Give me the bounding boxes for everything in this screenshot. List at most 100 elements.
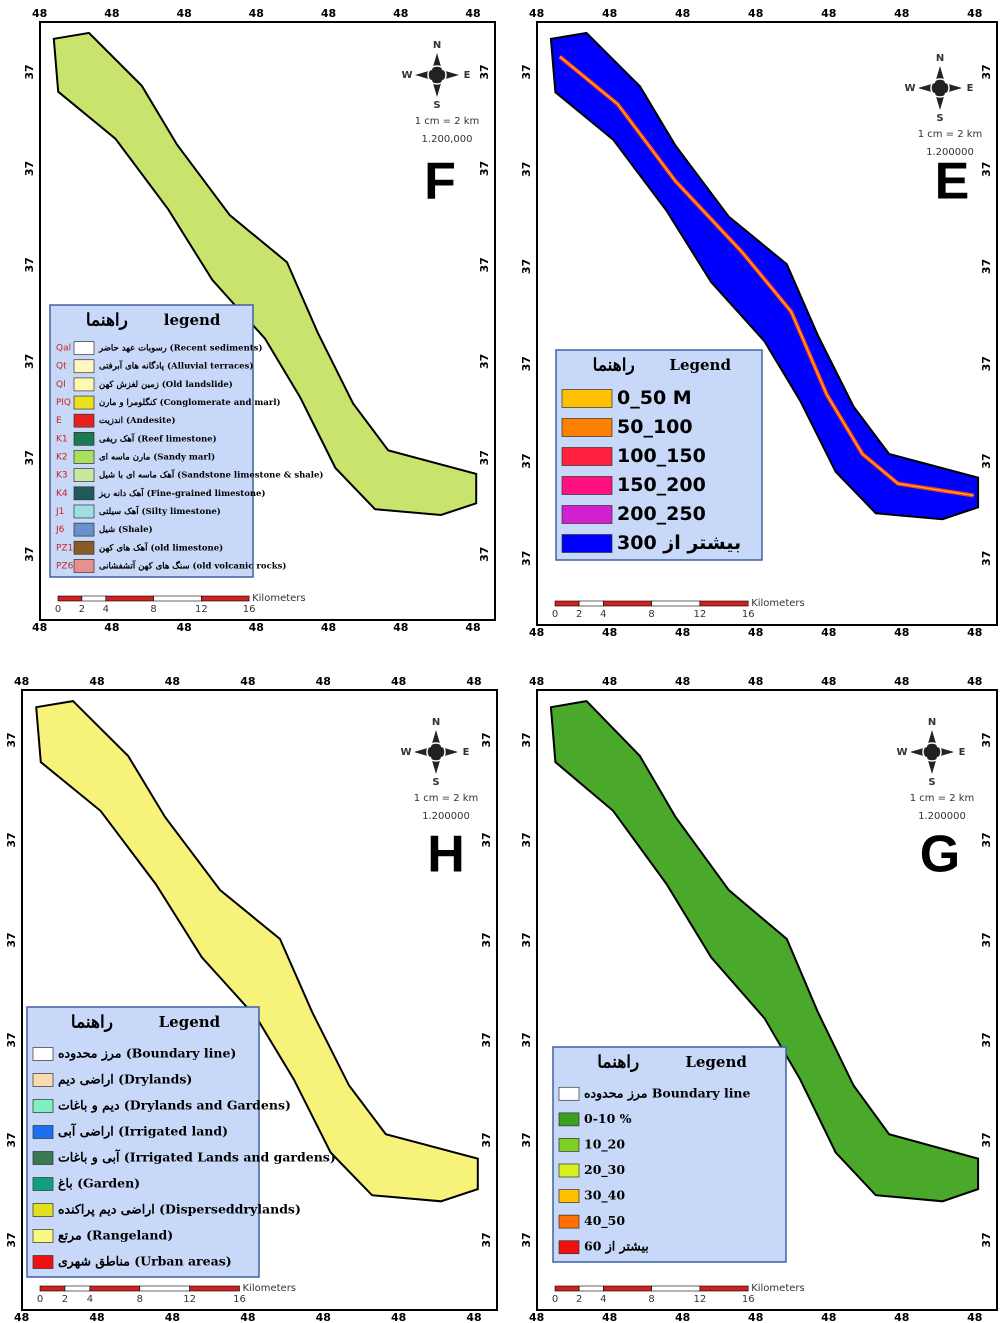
legend-label: آهک ریفی (Reef limestone): [99, 432, 217, 444]
legend-label: شیل (Shale): [99, 524, 153, 535]
legend-label: مرتع (Rangeland): [58, 1228, 173, 1244]
lon-label: 48: [529, 1311, 544, 1323]
lat-label: 37: [5, 1132, 18, 1147]
scale-ratio: 1.200000: [926, 147, 974, 158]
lon-label: 48: [89, 675, 104, 688]
legend-title-en: Legend: [669, 356, 731, 374]
lon-label: 48: [240, 1311, 255, 1323]
lon-label: 48: [321, 621, 336, 634]
scale-tick-label: 4: [103, 604, 109, 615]
legend-title-en: legend: [164, 311, 221, 329]
legend-label: رسوبات عهد حاضر (Recent sediments): [98, 343, 263, 354]
scale-segment: [602, 600, 652, 607]
legend-label: 40_50: [584, 1213, 625, 1229]
scale-segment: [64, 1285, 91, 1292]
lon-label: 48: [894, 7, 909, 20]
legend-swatch: [558, 1086, 580, 1101]
scale-segment: [153, 595, 202, 602]
scale-segment: [651, 1285, 701, 1292]
lon-label: 48: [316, 1311, 331, 1323]
compass-s: S: [433, 100, 440, 111]
lon-label: 48: [675, 1311, 690, 1323]
lon-label: 48: [104, 7, 119, 20]
legend-swatch: [561, 447, 613, 466]
lat-label: 37: [520, 551, 533, 566]
legend-swatch: [561, 505, 613, 524]
panel-letter: G: [920, 826, 960, 884]
compass-n: N: [433, 40, 441, 51]
lat-label: 37: [5, 1232, 18, 1247]
scale-segment: [554, 1285, 580, 1292]
lon-label: 48: [602, 675, 617, 688]
legend-swatch: [561, 534, 613, 553]
scale-tick-label: 0: [552, 1294, 558, 1305]
scale-segment: [554, 600, 580, 607]
scale-segment: [57, 595, 83, 602]
lat-label: 37: [520, 162, 533, 177]
scale-tick-label: 16: [742, 1294, 755, 1305]
compass-rose: [415, 53, 459, 97]
lon-label: 48: [894, 626, 909, 639]
lat-label: 37: [5, 832, 18, 847]
study-area: [35, 700, 479, 1203]
lat-label: 37: [520, 732, 533, 747]
lon-label: 48: [967, 7, 982, 20]
lon-label: 48: [466, 1311, 481, 1323]
legend-label: دیم و باغات (Drylands and Gardens): [58, 1098, 291, 1114]
legend-code: J6: [55, 525, 65, 535]
legend-swatch: [32, 1099, 54, 1113]
legend-label: مرز محدوده Boundary line: [584, 1085, 751, 1101]
legend-swatch: [561, 389, 613, 408]
legend-title-fa: راهنما: [71, 1013, 113, 1033]
legend-swatch: [73, 468, 95, 483]
scale-tick-label: 8: [648, 1294, 654, 1305]
legend-title-en: Legend: [685, 1053, 747, 1071]
scale-ratio: 1.200000: [422, 811, 470, 822]
lon-label: 48: [104, 621, 119, 634]
lat-label: 37: [520, 932, 533, 947]
scale-tick-label: 2: [576, 609, 582, 620]
legend-label: آهک های کهن (old limestone): [99, 541, 223, 553]
lat-label: 37: [5, 732, 18, 747]
compass-ring: [426, 742, 446, 762]
legend-swatch: [32, 1203, 54, 1217]
scale-ratio: 1.200,000: [422, 134, 473, 145]
lat-label: 37: [980, 832, 993, 847]
scale-segment: [39, 1285, 66, 1292]
lon-label: 48: [967, 1311, 982, 1323]
scale-tick-label: 0: [55, 604, 61, 615]
legend-swatch: [32, 1151, 54, 1165]
lon-label: 48: [675, 675, 690, 688]
lon-label: 48: [249, 7, 264, 20]
legend-label: کنگلومرا و مارن (Conglomerate and marl): [99, 396, 281, 408]
legend-label: 30_40: [584, 1188, 625, 1204]
legend-swatch: [73, 377, 95, 392]
legend-code: E: [56, 416, 62, 426]
study-area: [52, 31, 478, 517]
compass-ring: [922, 742, 942, 762]
panel-letter: E: [935, 153, 970, 211]
lon-label: 48: [316, 675, 331, 688]
scale-segment: [139, 1285, 190, 1292]
legend-title-en: Legend: [159, 1013, 221, 1031]
lon-label: 48: [602, 7, 617, 20]
legend-swatch: [73, 540, 95, 555]
lat-label: 37: [478, 161, 491, 176]
legend-label: زمین لغزش کهن (Old landslide): [99, 379, 233, 390]
legend-swatch: [558, 1214, 580, 1229]
legend-title-fa: راهنما: [593, 356, 635, 376]
lon-label: 48: [249, 621, 264, 634]
lon-label: 48: [393, 621, 408, 634]
legend-label: سنگ های کهن آتشفشانی (old volcanic rocks…: [99, 559, 286, 571]
compass-s: S: [432, 777, 439, 788]
scale-tick-label: 8: [648, 609, 654, 620]
legend-code: K1: [56, 434, 68, 444]
legend-label: مناطق شهری (Urban areas): [58, 1254, 232, 1270]
lat-label: 37: [980, 356, 993, 371]
study-area: [549, 700, 980, 1203]
legend-label: پادگانه های آبرفتی (Alluvial terraces): [99, 360, 253, 372]
scale-tick-label: 16: [243, 604, 256, 615]
legend-label: 10_20: [584, 1136, 625, 1152]
scale-unit: Kilometers: [252, 593, 306, 604]
